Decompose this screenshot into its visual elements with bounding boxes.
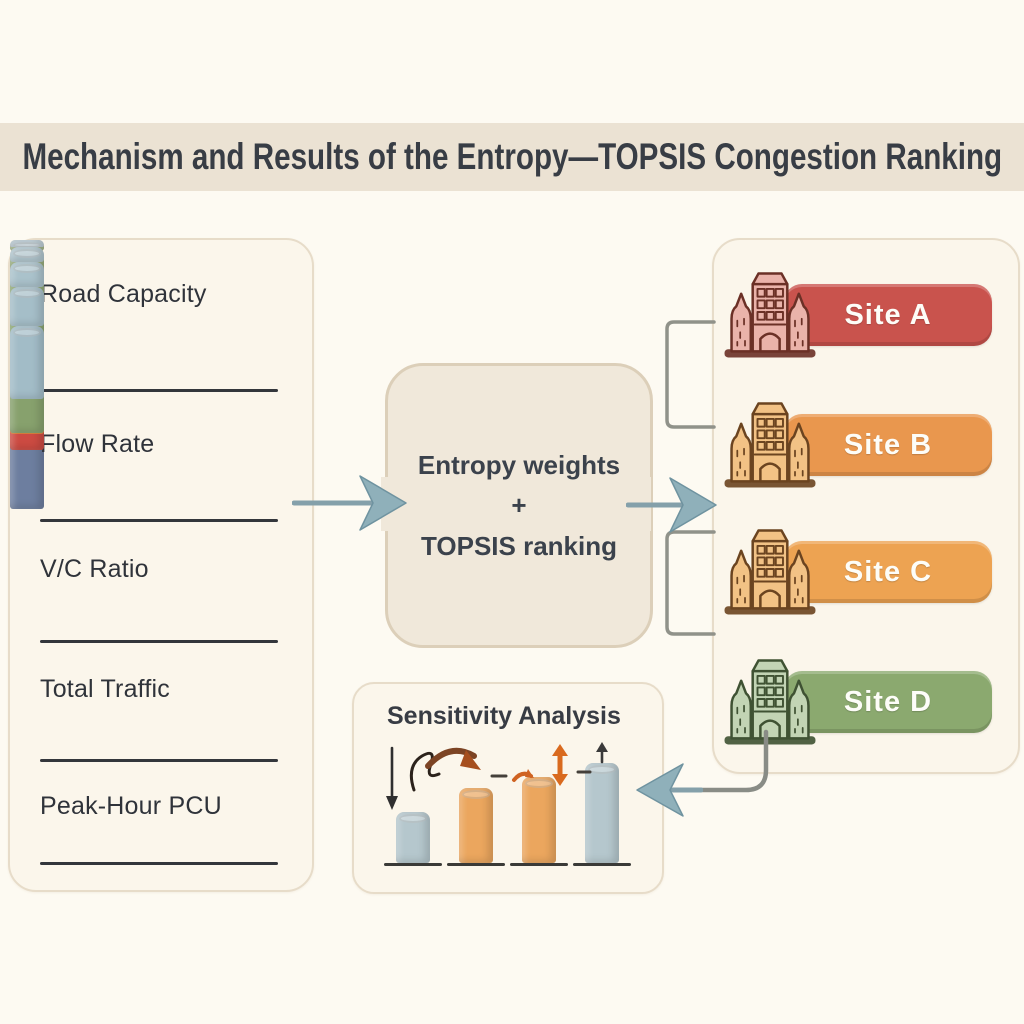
axis-baseline <box>40 862 278 865</box>
bar <box>10 240 44 249</box>
bar-group <box>48 269 266 389</box>
chart-peak-hour-pcu: Peak-Hour PCU <box>10 240 312 890</box>
site-row-d: Site D <box>722 651 994 747</box>
bar <box>10 240 44 250</box>
bar <box>10 300 44 346</box>
bar <box>10 360 44 450</box>
bar-group <box>48 399 266 519</box>
bar <box>10 287 44 326</box>
bar <box>10 326 44 399</box>
process-line-1: Entropy weights <box>417 449 621 480</box>
axis-baseline-segment <box>510 863 568 866</box>
process-box: Entropy weights + TOPSIS ranking <box>385 363 653 648</box>
flow-arrow-into-sensitivity-icon <box>636 763 703 817</box>
bar <box>10 250 44 272</box>
bar <box>10 337 44 395</box>
bar <box>459 788 493 863</box>
site-badge: Site D <box>784 671 992 733</box>
building-icon <box>720 264 820 360</box>
bar <box>10 249 44 269</box>
bracket-sites-c-d <box>665 530 716 636</box>
site-badge: Site A <box>784 284 992 346</box>
building-icon <box>720 651 820 747</box>
building-icon <box>720 394 820 490</box>
axis-baseline-segment <box>573 863 631 866</box>
bar <box>10 240 44 251</box>
building-icon <box>720 521 820 617</box>
chart-vc-ratio: V/C Ratio <box>10 240 312 890</box>
bar <box>10 250 44 272</box>
bar <box>10 270 44 301</box>
process-line-2: + <box>511 490 527 521</box>
indicator-panel: Road Capacity Flow Rate V/C Ratio Total … <box>8 238 314 892</box>
site-row-b: Site B <box>722 394 994 490</box>
bar <box>585 763 619 863</box>
sensitivity-bar-group <box>384 759 631 866</box>
chart-title: Flow Rate <box>40 430 155 458</box>
site-badge: Site C <box>784 541 992 603</box>
bracket-sites-a-b <box>665 320 716 429</box>
site-label: Site B <box>843 428 933 461</box>
site-row-a: Site A <box>722 264 994 360</box>
bar <box>10 347 44 433</box>
chart-title: Peak-Hour PCU <box>40 792 222 820</box>
axis-baseline <box>40 519 278 522</box>
chart-title: V/C Ratio <box>40 555 149 583</box>
page-title: Mechanism and Results of the Entropy—TOP… <box>22 136 1002 177</box>
axis-baseline <box>40 389 278 392</box>
chart-title: Road Capacity <box>40 280 207 308</box>
bar <box>10 262 44 287</box>
bar <box>10 269 44 300</box>
axis-baseline <box>40 759 278 762</box>
site-badge: Site B <box>784 414 992 476</box>
sensitivity-box: Sensitivity Analysis <box>352 682 664 894</box>
chart-road-capacity: Road Capacity <box>10 240 312 890</box>
ranking-panel: Site A Site B Site C Site D <box>712 238 1020 774</box>
chart-flow-rate: Flow Rate <box>10 240 312 890</box>
process-line-3: TOPSIS ranking <box>420 530 617 561</box>
bar-group <box>48 639 266 759</box>
bar-column <box>447 788 505 866</box>
site-label: Site D <box>843 685 933 718</box>
sensitivity-title: Sensitivity Analysis <box>387 702 621 730</box>
site-row-c: Site C <box>722 521 994 617</box>
axis-baseline <box>40 640 278 643</box>
axis-baseline-segment <box>447 863 505 866</box>
bar <box>10 301 44 347</box>
bar <box>522 777 556 863</box>
bar-column <box>510 777 568 866</box>
site-label: Site C <box>843 555 933 588</box>
title-banner: Mechanism and Results of the Entropy—TOP… <box>0 123 1024 191</box>
bar <box>10 251 44 270</box>
bar-group <box>48 742 266 862</box>
site-label: Site A <box>844 298 932 331</box>
bar <box>10 346 44 434</box>
bar <box>10 240 44 248</box>
bar <box>10 272 44 337</box>
chart-title: Total Traffic <box>40 675 170 703</box>
flow-arrow-right-icon <box>626 477 717 533</box>
chart-total-traffic: Total Traffic <box>10 240 312 890</box>
bar <box>10 307 44 360</box>
axis-baseline-segment <box>384 863 442 866</box>
sensitivity-doodle-arrows <box>386 742 608 810</box>
bar <box>10 240 44 250</box>
bar-column <box>384 812 442 866</box>
bar <box>396 812 430 863</box>
flow-arrow-left-icon <box>292 475 407 531</box>
bar <box>10 272 44 307</box>
bar-column <box>573 763 631 866</box>
bar-group <box>48 520 266 640</box>
bar <box>10 395 44 509</box>
bar <box>10 247 44 262</box>
